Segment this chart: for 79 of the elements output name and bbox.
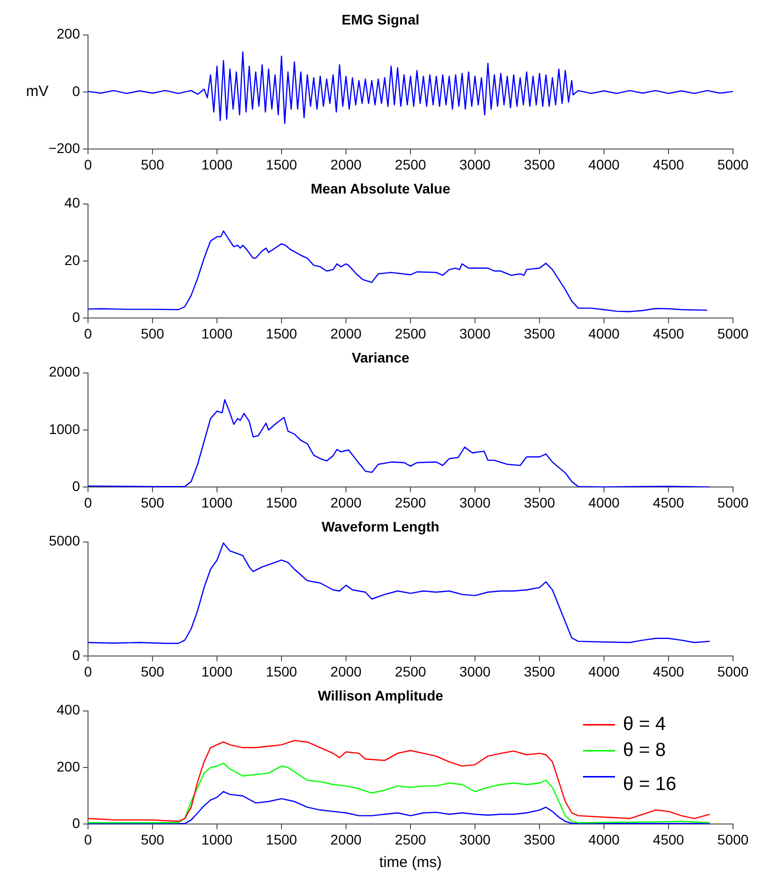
x-tick-label: 0 xyxy=(84,663,92,680)
x-tick-label: 3500 xyxy=(524,831,556,848)
legend-label: θ = 8 xyxy=(623,740,666,762)
x-tick-label: 0 xyxy=(84,831,92,848)
y-tick-label: 0 xyxy=(72,815,80,832)
x-axis-title: time (ms) xyxy=(379,854,442,872)
x-tick-label: 3500 xyxy=(524,325,556,342)
x-tick-label: 3500 xyxy=(524,663,556,680)
x-tick-label: 3000 xyxy=(459,831,491,848)
y-tick-label: 0 xyxy=(72,309,80,326)
x-tick-label: 2000 xyxy=(330,494,362,510)
x-tick-label: 3000 xyxy=(459,156,491,172)
x-tick-label: 3000 xyxy=(459,663,491,680)
chart-title: Variance xyxy=(352,349,410,366)
y-tick-label: 5000 xyxy=(48,532,80,549)
x-tick-label: 2500 xyxy=(394,494,426,510)
x-tick-label: 4000 xyxy=(588,831,620,848)
x-tick-label: 5000 xyxy=(717,494,749,510)
y-tick-label: −200 xyxy=(48,140,80,156)
x-tick-label: 5000 xyxy=(717,831,749,848)
x-tick-label: 1000 xyxy=(201,325,233,342)
x-tick-label: 4000 xyxy=(588,325,620,342)
x-tick-label: 2500 xyxy=(394,831,426,848)
x-tick-label: 4500 xyxy=(652,325,684,342)
x-tick-label: 4500 xyxy=(652,156,684,172)
x-tick-label: 1500 xyxy=(266,325,298,342)
x-tick-label: 4000 xyxy=(588,663,620,680)
x-tick-label: 0 xyxy=(84,156,92,172)
x-tick-label: 1500 xyxy=(266,663,298,680)
x-tick-label: 4000 xyxy=(588,156,620,172)
y-tick-label: 1000 xyxy=(48,420,80,437)
x-tick-label: 500 xyxy=(140,831,164,848)
x-tick-label: 2000 xyxy=(330,325,362,342)
x-tick-label: 500 xyxy=(140,325,164,342)
x-tick-label: 3000 xyxy=(459,494,491,510)
y-tick-label: 0 xyxy=(72,82,80,99)
x-tick-label: 3500 xyxy=(524,156,556,172)
x-tick-label: 500 xyxy=(140,156,164,172)
y-tick-label: 200 xyxy=(56,758,80,774)
chart-title: Waveform Length xyxy=(322,518,440,534)
x-tick-label: 1500 xyxy=(266,831,298,848)
x-tick-label: 500 xyxy=(140,494,164,510)
chart-title: Willison Amplitude xyxy=(318,687,444,704)
x-tick-label: 3000 xyxy=(459,325,491,342)
x-tick-label: 1000 xyxy=(201,494,233,510)
y-tick-label: 2000 xyxy=(48,364,80,380)
y-tick-label: 200 xyxy=(56,26,80,42)
x-tick-label: 2000 xyxy=(330,663,362,680)
y-axis-title: mV xyxy=(26,83,48,100)
chart-title: Mean Absolute Value xyxy=(310,180,450,196)
x-tick-label: 0 xyxy=(84,325,92,342)
y-tick-label: 0 xyxy=(72,478,80,494)
x-tick-label: 2500 xyxy=(394,325,426,342)
x-tick-label: 4500 xyxy=(652,663,684,680)
legend-label: θ = 16 xyxy=(623,774,676,796)
x-tick-label: 500 xyxy=(140,663,164,680)
y-tick-label: 20 xyxy=(64,252,80,268)
x-tick-label: 2000 xyxy=(330,156,362,172)
x-tick-label: 5000 xyxy=(717,663,749,680)
x-tick-label: 2500 xyxy=(394,156,426,172)
x-tick-label: 5000 xyxy=(717,325,749,342)
x-tick-label: 2500 xyxy=(394,663,426,680)
y-tick-label: 40 xyxy=(64,194,80,211)
legend-label: θ = 4 xyxy=(623,714,666,736)
x-tick-label: 1000 xyxy=(201,156,233,172)
y-tick-label: 0 xyxy=(72,647,80,664)
x-tick-label: 5000 xyxy=(717,156,749,172)
y-tick-label: 400 xyxy=(56,702,80,718)
x-tick-label: 4500 xyxy=(652,494,684,510)
x-tick-label: 1500 xyxy=(266,156,298,172)
x-tick-label: 3500 xyxy=(524,494,556,510)
x-tick-label: 2000 xyxy=(330,831,362,848)
chart-title: EMG Signal xyxy=(342,11,420,28)
x-tick-label: 1500 xyxy=(266,494,298,510)
x-tick-label: 1000 xyxy=(201,663,233,680)
x-tick-label: 4500 xyxy=(652,831,684,848)
x-tick-label: 0 xyxy=(84,494,92,510)
x-tick-label: 4000 xyxy=(588,494,620,510)
x-tick-label: 1000 xyxy=(201,831,233,848)
